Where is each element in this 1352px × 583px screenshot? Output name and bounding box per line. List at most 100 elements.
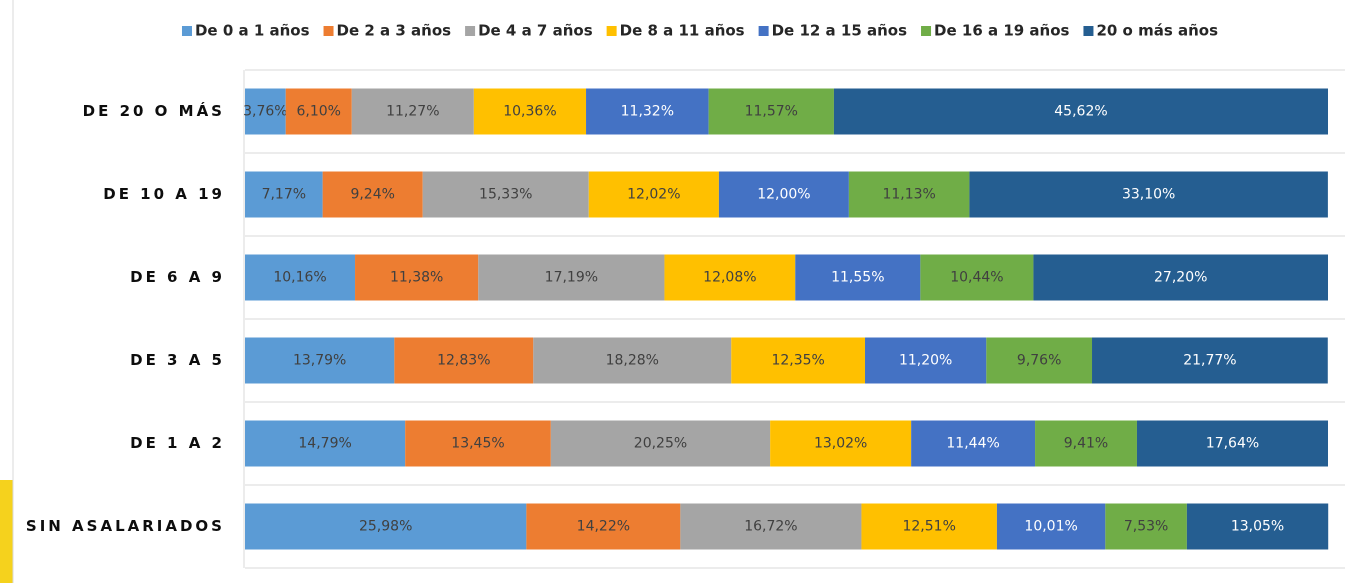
- legend-swatch: [758, 26, 769, 36]
- legend-swatch: [606, 26, 617, 36]
- bar-segment: [996, 503, 1106, 550]
- bar-segment: [285, 88, 352, 135]
- legend-swatch: [1083, 26, 1094, 36]
- data-label: 10,44%: [950, 270, 1003, 286]
- data-label: 21,77%: [1183, 353, 1236, 369]
- data-label: 7,17%: [262, 187, 306, 203]
- bar-segment: [478, 254, 665, 301]
- bar-segment: [351, 88, 474, 135]
- bar-segment: [833, 88, 1328, 135]
- data-label: 15,33%: [479, 187, 532, 203]
- bar-segment: [1092, 337, 1328, 384]
- bar-segment: [473, 88, 587, 135]
- data-label: 10,36%: [503, 104, 556, 120]
- bar-segment: [795, 254, 921, 301]
- data-label: 10,01%: [1024, 519, 1077, 535]
- bar-segment: [245, 420, 406, 467]
- bar-segment: [708, 88, 834, 135]
- data-label: 11,38%: [390, 270, 443, 286]
- bar-segment: [245, 503, 527, 550]
- data-label: 14,79%: [298, 436, 351, 452]
- data-label: 20,25%: [634, 436, 687, 452]
- bar-segment: [405, 420, 551, 467]
- legend-label: De 8 a 11 años: [620, 22, 745, 40]
- legend-label: De 12 a 15 años: [772, 22, 907, 40]
- legend-swatch: [921, 26, 932, 36]
- category-label: DE 3 A 5: [130, 351, 225, 369]
- data-label: 13,02%: [814, 436, 867, 452]
- data-label: 14,22%: [577, 519, 630, 535]
- bar-segment: [770, 420, 912, 467]
- bar-segment: [526, 503, 681, 550]
- data-label: 6,10%: [297, 104, 341, 120]
- bar-segment: [1136, 420, 1328, 467]
- bar-segment: [848, 171, 970, 218]
- bar-segment: [588, 171, 719, 218]
- accent-block: [0, 480, 13, 583]
- bar-segment: [680, 503, 862, 550]
- data-label: 11,27%: [386, 104, 439, 120]
- bar-segment: [245, 88, 286, 135]
- data-label: 17,19%: [545, 270, 598, 286]
- data-label: 11,44%: [946, 436, 999, 452]
- data-label: 12,83%: [437, 353, 490, 369]
- data-label: 18,28%: [606, 353, 659, 369]
- bar-segment: [322, 171, 423, 218]
- bar-segment: [664, 254, 796, 301]
- data-label: 45,62%: [1054, 104, 1107, 120]
- data-label: 11,57%: [745, 104, 798, 120]
- data-label: 9,41%: [1064, 436, 1108, 452]
- bar-segment: [731, 337, 866, 384]
- data-label: 16,72%: [744, 519, 797, 535]
- legend-swatch: [323, 26, 334, 36]
- bar-segment: [533, 337, 732, 384]
- data-label: 9,24%: [350, 187, 394, 203]
- data-label: 11,55%: [831, 270, 884, 286]
- bar-segment: [550, 420, 771, 467]
- bar-segment: [245, 171, 323, 218]
- legend-swatch: [465, 26, 476, 36]
- bar-segment: [1035, 420, 1137, 467]
- legend-label: De 2 a 3 años: [337, 22, 452, 40]
- bar-segment: [865, 337, 987, 384]
- bar-segment: [245, 337, 395, 384]
- bar-segment: [969, 171, 1328, 218]
- legend-label: De 4 a 7 años: [478, 22, 593, 40]
- category-label: DE 1 A 2: [130, 434, 225, 452]
- category-label: SIN ASALARIADOS: [26, 517, 225, 535]
- data-label: 10,16%: [273, 270, 326, 286]
- category-label: DE 6 A 9: [130, 268, 225, 286]
- bar-segment: [355, 254, 479, 301]
- legend-swatch: [181, 26, 192, 36]
- category-label: DE 20 O MÁS: [83, 101, 225, 120]
- data-label: 13,45%: [451, 436, 504, 452]
- bar-segment: [394, 337, 534, 384]
- data-label: 13,79%: [293, 353, 346, 369]
- data-label: 11,13%: [882, 187, 935, 203]
- bar-segment: [861, 503, 997, 550]
- bar-segment: [1033, 254, 1328, 301]
- data-label: 11,20%: [899, 353, 952, 369]
- data-label: 12,02%: [627, 187, 680, 203]
- data-label: 13,05%: [1231, 519, 1284, 535]
- legend-label: De 16 a 19 años: [934, 22, 1069, 40]
- legend-label: De 0 a 1 años: [195, 22, 310, 40]
- data-label: 11,32%: [621, 104, 674, 120]
- bar-segment: [986, 337, 1093, 384]
- bar-segment: [586, 88, 709, 135]
- bar-segment: [245, 254, 356, 301]
- bar-segment: [920, 254, 1034, 301]
- legend-label: 20 o más años: [1096, 22, 1218, 40]
- data-label: 25,98%: [359, 519, 412, 535]
- bar-segment: [1186, 503, 1329, 550]
- data-label: 33,10%: [1122, 187, 1175, 203]
- category-label: DE 10 A 19: [103, 185, 225, 203]
- data-label: 12,00%: [757, 187, 810, 203]
- data-label: 3,76%: [243, 104, 287, 120]
- data-label: 9,76%: [1017, 353, 1061, 369]
- bar-segment: [718, 171, 849, 218]
- data-label: 12,08%: [703, 270, 756, 286]
- data-label: 17,64%: [1206, 436, 1259, 452]
- data-label: 7,53%: [1124, 519, 1168, 535]
